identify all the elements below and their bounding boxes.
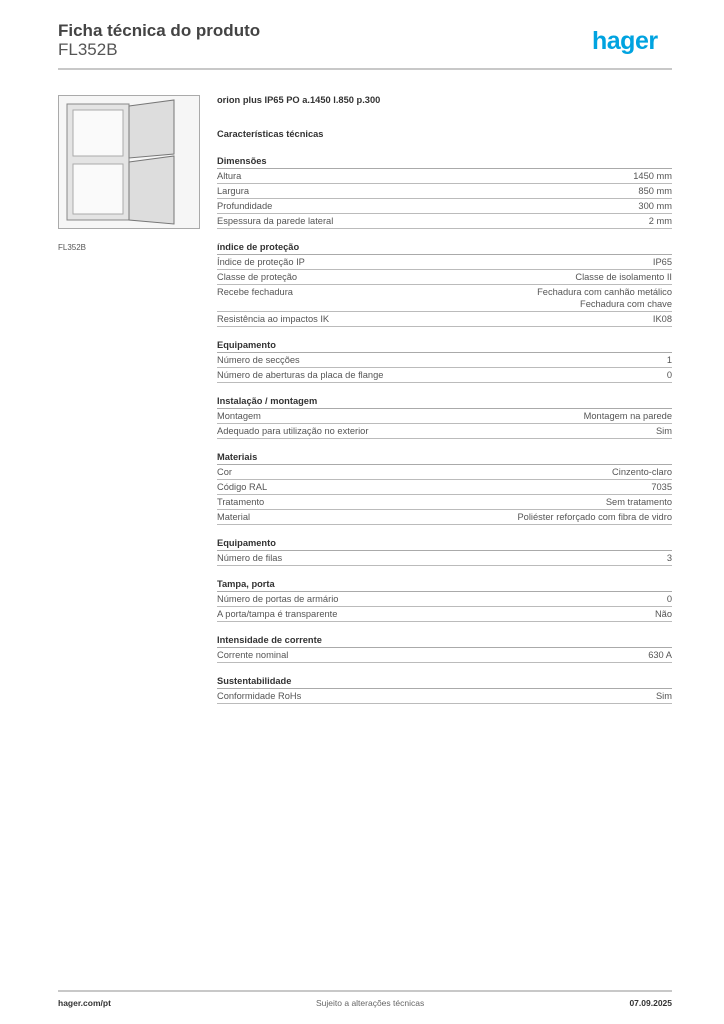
footer-divider [58, 990, 672, 992]
footer-date: 07.09.2025 [629, 998, 672, 1008]
section-title: índice de proteção [217, 241, 672, 255]
section-title: Materiais [217, 451, 672, 465]
spec-row: Material Poliéster reforçado com fibra de… [217, 510, 672, 525]
spec-label: Altura [217, 171, 242, 181]
spec-value: Montagem na parede [583, 411, 672, 421]
spec-label: Recebe fechadura [217, 287, 293, 297]
section-title: Tampa, porta [217, 578, 672, 592]
spec-section: índice de proteção Índice de proteção IP I… [217, 241, 672, 327]
spec-label: Profundidade [217, 201, 273, 211]
spec-value: Sim [655, 426, 672, 436]
spec-value: 3 [666, 553, 672, 563]
spec-row: Cor Cinzento-claro [217, 465, 672, 480]
spec-section: Materiais Cor Cinzento-claro Código RAL 7035… [217, 451, 672, 525]
spec-value: 2 mm [648, 216, 672, 226]
spec-section: Tampa, porta Número de portas de armário 0… [217, 578, 672, 622]
spec-value: Classe de isolamento II [575, 272, 672, 282]
spec-value: Não [654, 609, 672, 619]
spec-row: Resistência ao impactos IK IK08 [217, 312, 672, 327]
spec-label: Largura [217, 186, 250, 196]
spec-label: Cor [217, 467, 232, 477]
spec-value: 0 [666, 370, 672, 380]
spec-row: Profundidade 300 mm [217, 199, 672, 214]
spec-row: Índice de proteção IP IP65 [217, 255, 672, 270]
spec-label: Número de filas [217, 553, 283, 563]
spec-value: 1 [666, 355, 672, 365]
spec-row: Altura 1450 mm [217, 169, 672, 184]
spec-row: Adequado para utilização no exterior Sim [217, 424, 672, 439]
spec-value: 0 [666, 594, 672, 604]
spec-row: Recebe fechadura Fechadura com canhão met… [217, 285, 672, 312]
spec-row: Código RAL 7035 [217, 480, 672, 495]
spec-section: Equipamento Número de filas 3 [217, 537, 672, 566]
section-title: Dimensões [217, 155, 672, 169]
spec-value: 300 mm [638, 201, 672, 211]
spec-row: Conformidade RoHs Sim [217, 689, 672, 704]
spec-label: Tratamento [217, 497, 265, 507]
spec-value: Sim [655, 691, 672, 701]
spec-value: IK08 [652, 314, 672, 324]
spec-label: Número de aberturas da placa de flange [217, 370, 384, 380]
spec-value: 630 A [648, 650, 672, 660]
spec-value: IP65 [652, 257, 672, 267]
product-name: orion plus IP65 PO a.1450 l.850 p.300 [217, 95, 381, 105]
spec-label: Conformidade RoHs [217, 691, 302, 701]
footer-notice: Sujeito a alterações técnicas [316, 998, 425, 1008]
spec-value: Poliéster reforçado com fibra de vidro [517, 512, 672, 522]
spec-section: Instalação / montagem Montagem Montagem na… [217, 395, 672, 439]
spec-label: Classe de proteção [217, 272, 298, 282]
section-title: Instalação / montagem [217, 395, 672, 409]
spec-value: 7035 [651, 482, 672, 492]
spec-label: Corrente nominal [217, 650, 289, 660]
spec-label: Material [217, 512, 251, 522]
spec-label: Número de secções [217, 355, 300, 365]
spec-row: Número de portas de armário 0 [217, 592, 672, 607]
footer-website[interactable]: hager.com/pt [58, 998, 111, 1008]
spec-section: Sustentabilidade Conformidade RoHs Sim [217, 675, 672, 704]
section-title: Equipamento [217, 537, 672, 551]
spec-row: Corrente nominal 630 A [217, 648, 672, 663]
product-image [58, 95, 200, 229]
spec-value: Fechadura com canhão metálico Fechadura … [537, 287, 672, 309]
product-code: FL352B [58, 40, 118, 59]
spec-value: 850 mm [638, 186, 672, 196]
spec-row: Largura 850 mm [217, 184, 672, 199]
spec-value: 1450 mm [633, 171, 672, 181]
spec-label: Montagem [217, 411, 261, 421]
spec-row: Tratamento Sem tratamento [217, 495, 672, 510]
spec-content: orion plus IP65 PO a.1450 l.850 p.300 Ca… [217, 95, 672, 704]
hager-logo: hager [592, 27, 658, 55]
spec-row: Montagem Montagem na parede [217, 409, 672, 424]
spec-label: Código RAL [217, 482, 268, 492]
spec-row: Número de secções 1 [217, 353, 672, 368]
spec-section: Intensidade de corrente Corrente nominal 6… [217, 634, 672, 663]
page-title: Ficha técnica do produto [58, 21, 261, 40]
characteristics-title: Características técnicas [217, 129, 324, 139]
spec-row: A porta/tampa é transparente Não [217, 607, 672, 622]
spec-label: Adequado para utilização no exterior [217, 426, 369, 436]
spec-row: Número de filas 3 [217, 551, 672, 566]
image-caption: FL352B [58, 243, 87, 252]
spec-label: Resistência ao impactos IK [217, 314, 330, 324]
spec-row: Classe de proteção Classe de isolamento I… [217, 270, 672, 285]
spec-section: Dimensões Altura 1450 mm Largura 850 mm Profu… [217, 155, 672, 229]
section-title: Intensidade de corrente [217, 634, 672, 648]
section-title: Equipamento [217, 339, 672, 353]
spec-value: Cinzento-claro [612, 467, 672, 477]
spec-section: Equipamento Número de secções 1 Número de a… [217, 339, 672, 383]
section-title: Sustentabilidade [217, 675, 672, 689]
header-divider [58, 68, 672, 70]
spec-label: Espessura da parede lateral [217, 216, 334, 226]
spec-label: A porta/tampa é transparente [217, 609, 338, 619]
spec-row: Espessura da parede lateral 2 mm [217, 214, 672, 229]
spec-row: Número de aberturas da placa de flange 0 [217, 368, 672, 383]
spec-value: Sem tratamento [605, 497, 672, 507]
spec-label: Número de portas de armário [217, 594, 339, 604]
spec-label: Índice de proteção IP [217, 257, 305, 267]
